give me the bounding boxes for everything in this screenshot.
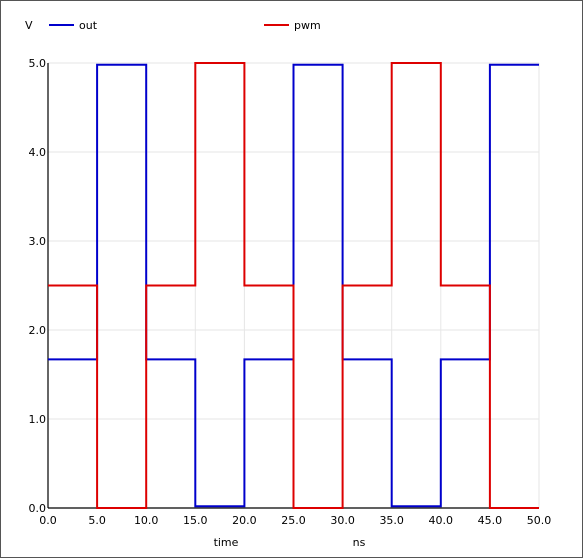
x-axis-unit: ns [353,536,366,549]
x-tick-label: 50.0 [527,514,552,527]
y-tick-label: 2.0 [29,324,47,337]
series-line-out [48,63,539,508]
y-tick-label: 4.0 [29,146,47,159]
x-tick-label: 0.0 [39,514,57,527]
x-tick-label: 35.0 [379,514,404,527]
legend: out pwm [49,19,321,32]
legend-label-out: out [79,19,98,32]
x-tick-label: 20.0 [232,514,257,527]
x-tick-label: 15.0 [183,514,208,527]
series-line-pwm [48,62,539,509]
y-tick-label: 3.0 [29,235,47,248]
y-tick-label: 1.0 [29,413,47,426]
x-tick-label: 10.0 [134,514,159,527]
legend-label-pwm: pwm [294,19,321,32]
tick-labels: 0.0 5.0 10.0 15.0 20.0 25.0 30.0 35.0 40.0 45.0 50… [29,57,552,527]
x-tick-label: 45.0 [478,514,503,527]
y-axis-label: V [25,19,33,32]
y-tick-label: 5.0 [29,57,47,70]
x-axis-label: time [214,536,239,549]
x-tick-label: 40.0 [429,514,454,527]
x-tick-label: 30.0 [330,514,355,527]
y-tick-label: 0.0 [29,502,47,515]
series-lines [48,62,539,509]
x-tick-label: 5.0 [88,514,106,527]
x-tick-label: 25.0 [281,514,306,527]
